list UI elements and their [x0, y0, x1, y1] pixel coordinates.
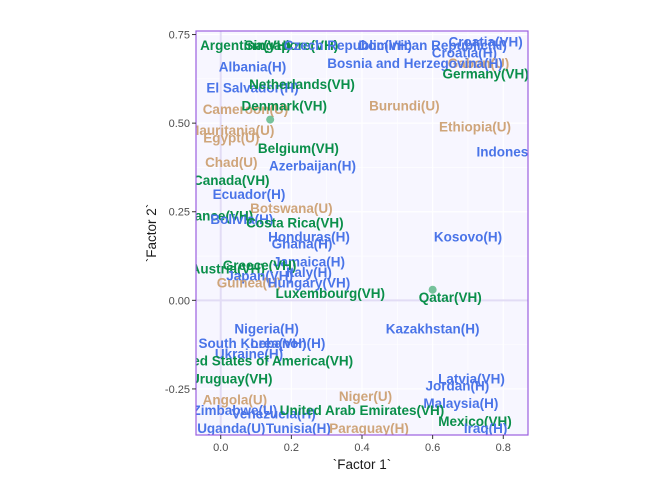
country-label: United Arab Emirates(VH)	[280, 403, 445, 418]
country-label: Albania(H)	[219, 59, 287, 74]
grid-lines	[196, 31, 528, 435]
country-label: Italy(H)	[286, 265, 332, 280]
country-label: Belgium(VH)	[258, 141, 339, 156]
country-label: Paraguay(H)	[329, 421, 409, 436]
country-label: Mauritania(U)	[188, 123, 274, 138]
country-label: France(VH)	[181, 208, 253, 223]
y-tick-label: 0.25	[169, 207, 190, 219]
data-point	[428, 285, 437, 294]
country-label: Lebanon(H)	[250, 336, 325, 351]
x-axis-title: `Factor 1`	[333, 457, 392, 472]
country-label: Honduras(H)	[268, 230, 350, 245]
x-tick-label: 0.4	[354, 442, 369, 454]
country-label: Argentina(VH)	[200, 38, 291, 53]
country-label: Hungary(VH)	[268, 276, 351, 291]
country-label: South Korea(VH)	[199, 336, 307, 351]
country-label: Germany(VH)	[442, 67, 528, 82]
country-label: Malaysia(H)	[423, 396, 498, 411]
country-label: Uganda(U)	[197, 421, 265, 436]
country-label: Indonesia(H)	[477, 144, 559, 159]
country-label: El Salvador(H)	[206, 81, 298, 96]
country-label: Egypt(U)	[203, 130, 259, 145]
x-tick-label: 0.6	[425, 442, 440, 454]
country-labels: Argentina(VH)Singapore(VH)Czech Republic…	[166, 35, 559, 436]
axis-ticks: 0.0 0.2 0.4 0.6 0.8 -0.25 0.00 0.25 0.50 0.75	[165, 30, 511, 454]
country-label: Bosnia and Herzegovina(H)	[327, 56, 503, 71]
country-label: Greece(VH)	[223, 258, 297, 273]
country-label: Guinea(U)	[217, 276, 282, 291]
country-label: Latvia(VH)	[438, 371, 505, 386]
country-label: Gabon(U)	[448, 56, 510, 71]
country-label: Austria(VH)	[191, 261, 265, 276]
country-label: Iraq(H)	[464, 421, 508, 436]
country-label: Chad(U)	[205, 155, 258, 170]
country-label: Denmark(VH)	[242, 98, 328, 113]
country-label: Canada(VH)	[193, 173, 270, 188]
country-label: Kosovo(H)	[434, 230, 502, 245]
country-label: Niger(U)	[339, 389, 392, 404]
country-label: Netherlands(VH)	[249, 77, 355, 92]
y-tick-label: 0.75	[169, 30, 190, 42]
country-label: Ecuador(H)	[213, 187, 286, 202]
country-label: Costa Rica(VH)	[246, 215, 344, 230]
country-label: Zimbabwe(U)	[192, 403, 277, 418]
country-label: Ghana(H)	[272, 237, 333, 252]
country-label: Croatia(VH)	[448, 35, 522, 50]
country-label: Azerbaijan(H)	[269, 159, 356, 174]
country-label: Venezuela(H)	[232, 407, 316, 422]
country-label: Botswana(U)	[250, 201, 333, 216]
country-label: Jordan(H)	[425, 378, 489, 393]
y-tick-label: -0.25	[165, 384, 190, 396]
country-label: Jamaica(H)	[273, 254, 345, 269]
country-label: Croatia(H)	[432, 45, 497, 60]
country-label: Burundi(U)	[369, 98, 439, 113]
country-label: Qatar(VH)	[419, 290, 482, 305]
country-label: Ukraine(H)	[215, 346, 283, 361]
country-label: Tunisia(H)	[266, 421, 331, 436]
x-tick-label: 0.0	[213, 442, 228, 454]
country-label: United States of America(VH)	[166, 354, 353, 369]
x-tick-label: 0.8	[496, 442, 511, 454]
y-tick-label: 0.00	[169, 295, 190, 307]
country-label: Japan(VH)	[226, 269, 293, 284]
country-label: Luxembourg(VH)	[275, 286, 385, 301]
y-tick-label: 0.50	[169, 118, 190, 130]
y-axis-title: `Factor 2`	[144, 204, 159, 263]
country-label: Uruguay(VH)	[190, 371, 273, 386]
country-label: Cameroon(U)	[203, 102, 289, 117]
country-label: Nigeria(H)	[234, 322, 299, 337]
country-label: Kazakhstan(H)	[386, 322, 480, 337]
data-point	[266, 115, 275, 124]
country-label: Czech Republic(VH)	[284, 38, 412, 53]
country-label: Bolivia(H)	[210, 212, 273, 227]
country-label: Mexico(VH)	[438, 414, 512, 429]
country-label: Ethiopia(U)	[439, 120, 511, 135]
country-label: Dominican Republic(H)	[358, 38, 507, 53]
country-label: Angola(U)	[203, 393, 268, 408]
country-label: Singapore(VH)	[244, 38, 338, 53]
x-tick-label: 0.2	[284, 442, 299, 454]
data-points	[266, 115, 437, 294]
